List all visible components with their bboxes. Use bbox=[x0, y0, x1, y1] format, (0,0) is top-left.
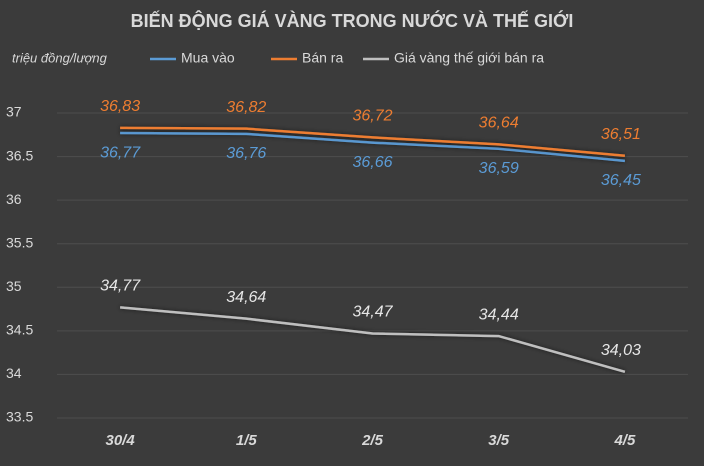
legend-label: Bán ra bbox=[302, 50, 343, 66]
x-tick-label: 30/4 bbox=[105, 432, 135, 449]
data-label: 36,66 bbox=[352, 154, 392, 171]
data-label: 36,82 bbox=[226, 99, 266, 116]
data-label: 36,51 bbox=[601, 126, 641, 143]
x-tick-label: 1/5 bbox=[236, 432, 258, 449]
y-axis-label: triệu đồng/lượng bbox=[12, 50, 108, 65]
y-tick-label: 34.5 bbox=[6, 322, 33, 338]
data-label: 34,03 bbox=[601, 342, 641, 359]
data-label: 36,83 bbox=[100, 98, 140, 115]
x-tick-label: 3/5 bbox=[488, 432, 510, 449]
legend-label: Giá vàng thế giới bán ra bbox=[394, 50, 544, 66]
y-tick-label: 35 bbox=[6, 278, 22, 294]
data-label: 34,64 bbox=[226, 289, 266, 306]
data-label: 34,44 bbox=[479, 306, 519, 323]
y-tick-label: 35.5 bbox=[6, 234, 33, 250]
data-label: 34,77 bbox=[100, 278, 141, 295]
data-label: 36,64 bbox=[479, 115, 519, 132]
series-line bbox=[120, 131, 626, 163]
y-tick-label: 36 bbox=[6, 191, 22, 207]
data-label: 36,76 bbox=[226, 145, 266, 162]
y-tick-label: 36.5 bbox=[6, 147, 33, 163]
x-tick-label: 2/5 bbox=[361, 432, 384, 449]
y-tick-label: 37 bbox=[6, 104, 22, 120]
data-label: 36,72 bbox=[352, 108, 392, 125]
series-line bbox=[120, 126, 626, 157]
y-tick-label: 34 bbox=[6, 365, 22, 381]
data-label: 36,45 bbox=[601, 172, 641, 189]
legend-label: Mua vào bbox=[181, 50, 235, 66]
series-line bbox=[119, 306, 626, 374]
x-tick-label: 4/5 bbox=[613, 432, 636, 449]
data-label: 36,77 bbox=[100, 144, 141, 161]
data-label: 34,47 bbox=[352, 304, 393, 321]
chart-title: BIẾN ĐỘNG GIÁ VÀNG TRONG NƯỚC VÀ THẾ GIỚ… bbox=[131, 10, 574, 31]
data-label: 36,59 bbox=[479, 160, 519, 177]
y-tick-label: 33.5 bbox=[6, 409, 33, 425]
